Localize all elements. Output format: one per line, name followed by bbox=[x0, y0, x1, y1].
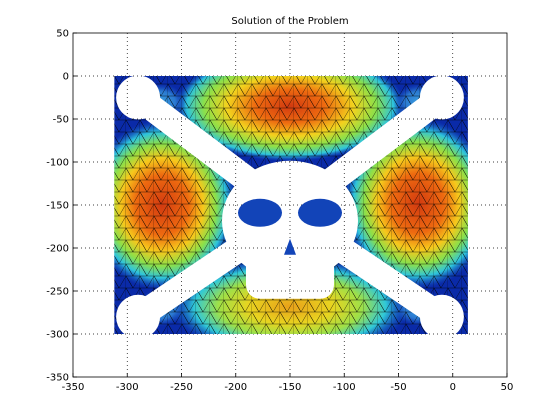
x-tick-label: -50 bbox=[390, 382, 406, 393]
y-tick-label: 50 bbox=[56, 29, 69, 40]
x-tick-label: -250 bbox=[170, 382, 193, 393]
y-tick-label: -150 bbox=[46, 201, 69, 212]
y-tick-label: -100 bbox=[46, 158, 69, 169]
x-tick-label: 50 bbox=[501, 382, 514, 393]
skull-eye-left bbox=[238, 198, 282, 227]
heatmap-field bbox=[86, 51, 494, 357]
x-tick-label: -150 bbox=[279, 382, 302, 393]
y-tick-label: -300 bbox=[46, 330, 69, 341]
domain bbox=[86, 51, 494, 357]
x-tick-label: -200 bbox=[224, 382, 247, 393]
y-tick-label: 0 bbox=[63, 72, 69, 83]
x-tick-label: 0 bbox=[450, 382, 456, 393]
skull-eye-right bbox=[298, 198, 342, 227]
x-tick-labels: -350 -300 -250 -200 -150 -100 -50 0 50 bbox=[62, 382, 514, 393]
x-tick-label: -350 bbox=[62, 382, 85, 393]
y-tick-labels: 50 0 -50 -100 -150 -200 -250 -300 -350 bbox=[46, 29, 69, 384]
y-tick-label: -350 bbox=[46, 373, 69, 384]
skull-features bbox=[238, 198, 342, 255]
y-tick-label: -250 bbox=[46, 287, 69, 298]
y-tick-label: -50 bbox=[53, 115, 69, 126]
chart-title: Solution of the Problem bbox=[231, 16, 348, 27]
mesh-overlay bbox=[114, 76, 468, 334]
x-tick-label: -300 bbox=[116, 382, 139, 393]
axes-frame bbox=[72, 32, 508, 378]
x-tick-label: -100 bbox=[333, 382, 356, 393]
y-tick-label: -200 bbox=[46, 244, 69, 255]
skull-nose bbox=[284, 238, 296, 255]
